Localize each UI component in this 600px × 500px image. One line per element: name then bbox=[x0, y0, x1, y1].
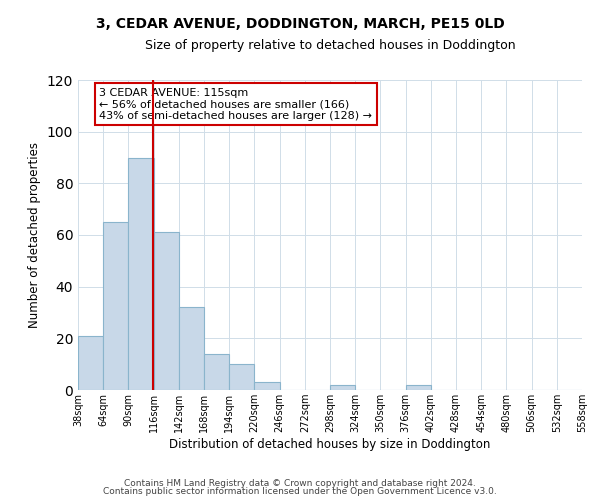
Bar bbox=[254, 382, 280, 390]
Bar bbox=[330, 385, 355, 390]
Bar bbox=[204, 354, 229, 390]
Bar bbox=[78, 336, 103, 390]
Text: Contains public sector information licensed under the Open Government Licence v3: Contains public sector information licen… bbox=[103, 487, 497, 496]
Bar bbox=[128, 158, 154, 390]
Bar bbox=[406, 385, 431, 390]
Bar bbox=[103, 222, 128, 390]
Y-axis label: Number of detached properties: Number of detached properties bbox=[28, 142, 41, 328]
Bar bbox=[179, 308, 204, 390]
Bar bbox=[229, 364, 254, 390]
X-axis label: Distribution of detached houses by size in Doddington: Distribution of detached houses by size … bbox=[169, 438, 491, 451]
Text: 3, CEDAR AVENUE, DODDINGTON, MARCH, PE15 0LD: 3, CEDAR AVENUE, DODDINGTON, MARCH, PE15… bbox=[95, 18, 505, 32]
Text: 3 CEDAR AVENUE: 115sqm
← 56% of detached houses are smaller (166)
43% of semi-de: 3 CEDAR AVENUE: 115sqm ← 56% of detached… bbox=[100, 88, 373, 121]
Text: Contains HM Land Registry data © Crown copyright and database right 2024.: Contains HM Land Registry data © Crown c… bbox=[124, 478, 476, 488]
Title: Size of property relative to detached houses in Doddington: Size of property relative to detached ho… bbox=[145, 40, 515, 52]
Bar bbox=[154, 232, 179, 390]
